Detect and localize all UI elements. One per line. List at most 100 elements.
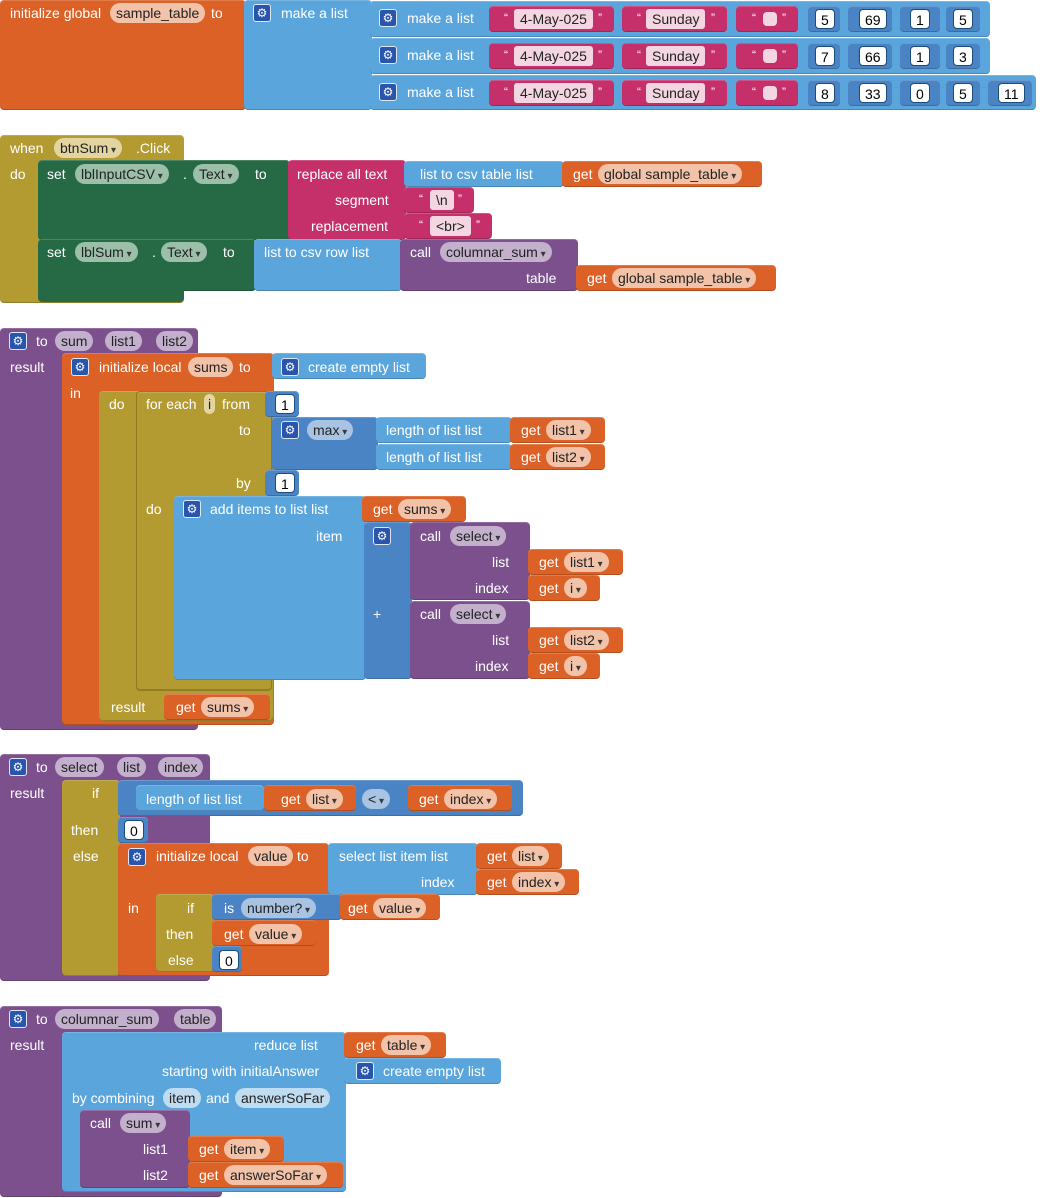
replace-all-text-block[interactable] (288, 160, 406, 240)
variable-dropdown[interactable]: list1 (564, 552, 609, 572)
variable-dropdown[interactable]: global sample_table (598, 164, 743, 184)
num-value[interactable]: 1 (910, 46, 930, 66)
num-value[interactable]: 0 (124, 820, 144, 840)
num-value[interactable]: 1 (275, 473, 295, 493)
gear-icon[interactable]: ⚙ (9, 758, 27, 776)
gear-icon[interactable]: ⚙ (9, 332, 27, 350)
variable-dropdown[interactable]: sums (201, 697, 255, 717)
num-value[interactable]: 5 (953, 83, 973, 103)
variable-dropdown[interactable]: i (564, 656, 587, 676)
num-value[interactable]: 1 (910, 9, 930, 29)
param-name[interactable]: index (158, 757, 204, 777)
day-text[interactable]: Sunday (646, 83, 706, 103)
num-value[interactable]: 0 (219, 950, 239, 970)
day-text[interactable]: Sunday (646, 46, 706, 66)
variable-dropdown[interactable]: value (249, 924, 303, 944)
procedure-dropdown[interactable]: columnar_sum (440, 242, 552, 262)
length-of-list-block[interactable] (376, 417, 512, 443)
gear-icon[interactable]: ⚙ (128, 848, 146, 866)
gear-icon[interactable]: ⚙ (356, 1062, 374, 1080)
add-block[interactable] (364, 522, 412, 679)
local-var-name[interactable]: value (248, 846, 294, 866)
param-name[interactable]: list2 (156, 331, 193, 351)
variable-dropdown[interactable]: index (512, 872, 566, 892)
reduce-item-name[interactable]: item (163, 1088, 202, 1108)
procedure-dropdown[interactable]: select (450, 604, 507, 624)
param-name[interactable]: list (117, 757, 147, 777)
segment-text[interactable]: \n (430, 190, 454, 210)
variable-dropdown[interactable]: index (444, 789, 498, 809)
num-value[interactable]: 1 (275, 394, 295, 414)
property-dropdown[interactable]: Text (193, 164, 239, 184)
empty-text[interactable] (763, 86, 777, 100)
gear-icon[interactable]: ⚙ (71, 358, 89, 376)
date-text[interactable]: 4-May-025 (514, 46, 593, 66)
proc-name[interactable]: sum (55, 331, 94, 351)
quote-close: ” (782, 11, 786, 25)
gear-icon[interactable]: ⚙ (379, 83, 397, 101)
param-name[interactable]: list1 (105, 331, 142, 351)
select-list-item-block[interactable] (328, 843, 478, 895)
gear-icon[interactable]: ⚙ (253, 4, 271, 22)
property-dropdown[interactable]: Text (161, 242, 207, 262)
variable-dropdown[interactable]: i (564, 578, 587, 598)
variable-dropdown[interactable]: table (381, 1035, 432, 1055)
variable-dropdown[interactable]: list2 (564, 630, 609, 650)
set-lblSum-block[interactable] (38, 239, 256, 291)
if-expression-block[interactable] (156, 894, 214, 972)
day-text[interactable]: Sunday (646, 9, 706, 29)
event-component-dropdown[interactable]: btnSum (54, 138, 123, 158)
gear-icon[interactable]: ⚙ (379, 46, 397, 64)
add-items-block[interactable] (174, 496, 366, 680)
variable-dropdown[interactable]: list2 (546, 447, 591, 467)
gear-icon[interactable]: ⚙ (373, 527, 391, 545)
local-var-name[interactable]: sums (188, 357, 234, 377)
num-value[interactable]: 5 (953, 9, 973, 29)
reduce-answer-name[interactable]: answerSoFar (235, 1088, 331, 1108)
num-value[interactable]: 5 (815, 9, 835, 29)
variable-dropdown[interactable]: item (224, 1139, 271, 1159)
date-text[interactable]: 4-May-025 (514, 9, 593, 29)
proc-name[interactable]: columnar_sum (55, 1009, 159, 1029)
num-value[interactable]: 7 (815, 46, 835, 66)
num-value[interactable]: 66 (859, 46, 887, 66)
procedure-dropdown[interactable]: select (450, 526, 507, 546)
length-of-list-block[interactable] (136, 785, 264, 811)
empty-text[interactable] (763, 12, 777, 26)
math-op-dropdown[interactable]: max (307, 420, 354, 440)
num-value[interactable]: 0 (910, 83, 930, 103)
component-dropdown[interactable]: lblSum (75, 242, 138, 262)
gear-icon[interactable]: ⚙ (281, 358, 299, 376)
variable-dropdown[interactable]: sums (398, 499, 452, 519)
loop-var[interactable]: i (204, 394, 216, 414)
if-expression-block[interactable] (62, 780, 120, 976)
num-value[interactable]: 11 (998, 83, 1025, 103)
compare-op-dropdown[interactable]: < (362, 789, 390, 809)
variable-dropdown[interactable]: list1 (546, 420, 591, 440)
variable-dropdown[interactable]: answerSoFar (224, 1165, 328, 1185)
type-dropdown[interactable]: number? (241, 898, 317, 918)
replacement-text[interactable]: <br> (430, 216, 471, 236)
gear-icon[interactable]: ⚙ (379, 9, 397, 27)
date-text[interactable]: 4-May-025 (514, 83, 593, 103)
num-value[interactable]: 3 (953, 46, 973, 66)
gear-icon[interactable]: ⚙ (281, 421, 299, 439)
variable-dropdown[interactable]: value (373, 898, 427, 918)
variable-dropdown[interactable]: list (306, 789, 343, 809)
procedure-dropdown[interactable]: sum (120, 1113, 167, 1133)
param-name[interactable]: table (174, 1009, 217, 1029)
component-dropdown[interactable]: lblInputCSV (75, 164, 169, 184)
list-to-csv-row-block[interactable] (254, 239, 402, 291)
num-value[interactable]: 69 (859, 9, 887, 29)
variable-dropdown[interactable]: global sample_table (612, 268, 757, 288)
proc-name[interactable]: select (55, 757, 104, 777)
num-value[interactable]: 33 (859, 83, 887, 103)
gear-icon[interactable]: ⚙ (183, 500, 201, 518)
global-var-name[interactable]: sample_table (110, 3, 206, 23)
length-of-list-block[interactable] (376, 444, 512, 470)
empty-text[interactable] (763, 49, 777, 63)
list-to-csv-table-block[interactable] (404, 161, 564, 187)
num-value[interactable]: 8 (815, 83, 835, 103)
variable-dropdown[interactable]: list (512, 846, 549, 866)
gear-icon[interactable]: ⚙ (9, 1010, 27, 1028)
